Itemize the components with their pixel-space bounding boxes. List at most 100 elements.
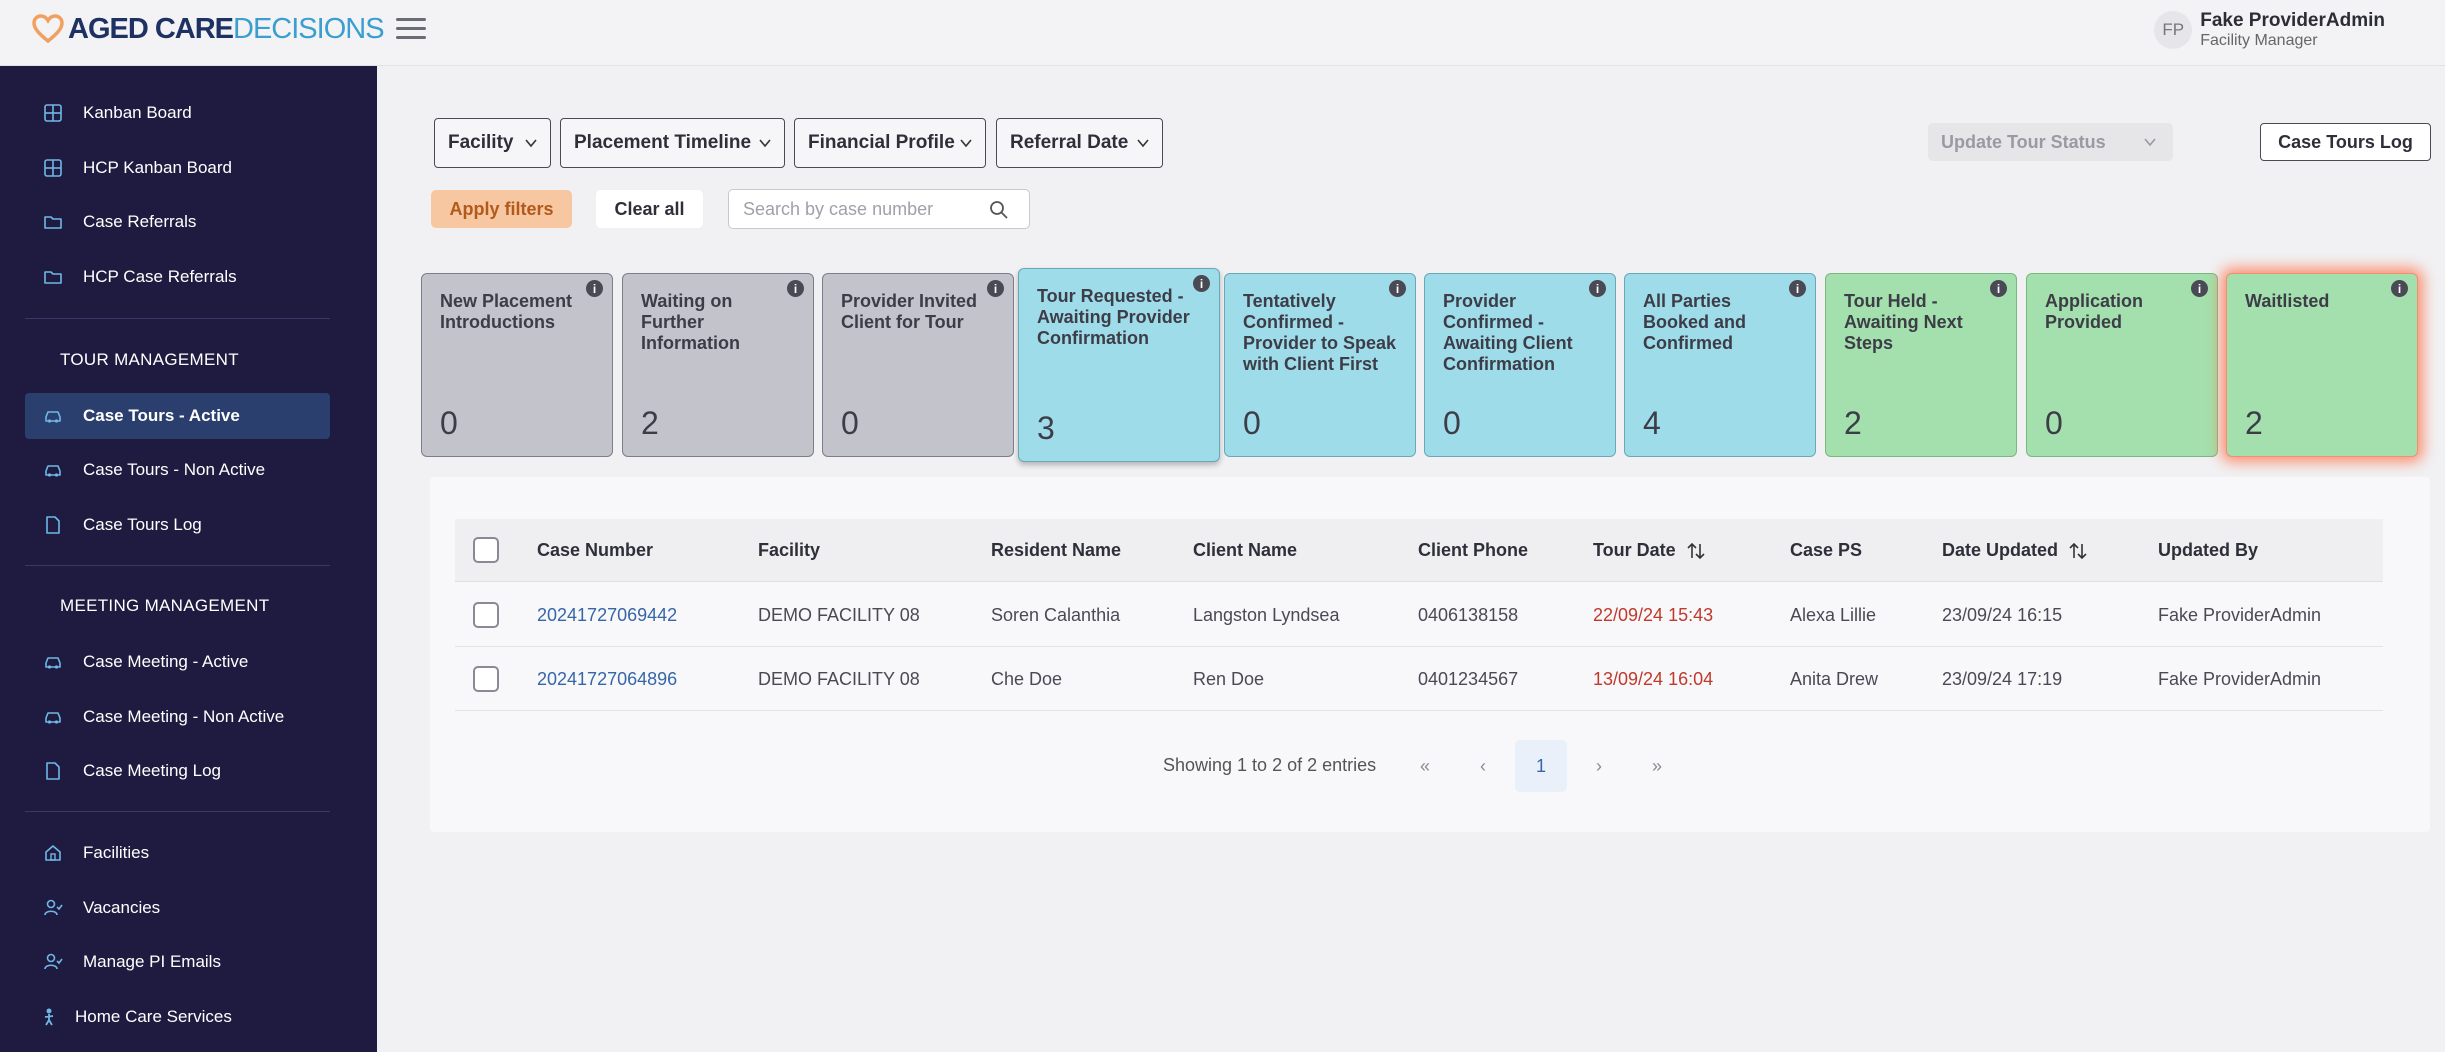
avatar: FP — [2154, 11, 2193, 49]
car-icon — [45, 657, 61, 669]
sort-icon[interactable] — [2068, 541, 2088, 561]
client-phone-cell: 0401234567 — [1418, 668, 1519, 689]
sort-icon[interactable] — [1686, 541, 1706, 561]
user-menu[interactable]: FP Fake ProviderAdmin Facility Manager — [2154, 10, 2385, 50]
status-card-count: 0 — [841, 405, 859, 441]
date-updated-cell: 23/09/24 17:19 — [1942, 668, 2063, 689]
sidebar-item-vacancies[interactable]: Vacancies — [25, 885, 330, 931]
status-card-waiting-on-further-information[interactable]: Waiting on Further Information 2 i — [622, 273, 814, 457]
chevron-down-icon — [759, 139, 771, 148]
user-check-icon — [44, 899, 63, 916]
status-card-tour-requested[interactable]: Tour Requested - Awaiting Provider Confi… — [1018, 268, 1220, 462]
sidebar-item-case-tours-log[interactable]: Case Tours Log — [25, 502, 330, 548]
sidebar-item-case-meeting-log[interactable]: Case Meeting Log — [25, 748, 330, 794]
car-icon — [45, 712, 61, 724]
financial-profile-filter-dropdown[interactable]: Financial Profile — [794, 118, 986, 168]
info-icon[interactable]: i — [2391, 280, 2408, 297]
info-icon[interactable]: i — [1990, 280, 2007, 297]
user-check-icon — [44, 953, 63, 970]
status-card-provider-invited-client-for-tour[interactable]: Provider Invited Client for Tour 0 i — [822, 273, 1014, 457]
status-card-tentatively-confirmed[interactable]: Tentatively Confirmed - Provider to Spea… — [1224, 273, 1416, 457]
status-card-title: Tentatively Confirmed - Provider to Spea… — [1243, 291, 1397, 374]
column-header-tour-date[interactable]: Tour Date — [1593, 519, 1706, 582]
status-card-title: Tour Held - Awaiting Next Steps — [1844, 291, 1963, 353]
sidebar-item-facilities[interactable]: Facilities — [25, 830, 330, 876]
sidebar-item-label: Facilities — [83, 843, 150, 862]
sidebar-item-case-tours-active[interactable]: Case Tours - Active — [25, 393, 330, 439]
hamburger-menu-icon[interactable] — [396, 18, 426, 40]
column-header-facility: Facility — [758, 540, 821, 560]
search-icon[interactable] — [989, 200, 1009, 220]
status-card-count: 4 — [1643, 405, 1661, 441]
column-header-case-number: Case Number — [537, 540, 654, 560]
page-number-current[interactable]: 1 — [1515, 740, 1567, 792]
info-icon[interactable]: i — [1789, 280, 1806, 297]
status-card-count: 2 — [641, 405, 659, 441]
heart-logo-icon — [32, 14, 64, 44]
folder-icon — [44, 271, 62, 284]
info-icon[interactable]: i — [787, 280, 804, 297]
column-header-label: Tour Date — [1593, 540, 1676, 560]
status-card-count: 0 — [1243, 405, 1261, 441]
placement-timeline-filter-dropdown[interactable]: Placement Timeline — [560, 118, 785, 168]
update-tour-status-label: Update Tour Status — [1941, 131, 2106, 152]
updated-by-cell: Fake ProviderAdmin — [2158, 604, 2322, 625]
next-page-icon[interactable]: › — [1596, 755, 1602, 776]
placement-timeline-filter-label: Placement Timeline — [574, 132, 752, 153]
resident-name-cell: Che Doe — [991, 668, 1063, 689]
info-icon[interactable]: i — [987, 280, 1004, 297]
status-card-title: New Placement Introductions — [440, 291, 573, 332]
status-card-count: 0 — [2045, 405, 2063, 441]
facility-cell: DEMO FACILITY 08 — [758, 668, 920, 689]
info-icon[interactable]: i — [1589, 280, 1606, 297]
previous-page-icon[interactable]: ‹ — [1480, 755, 1486, 776]
last-page-icon[interactable]: » — [1651, 755, 1662, 776]
case-tours-log-button[interactable]: Case Tours Log — [2260, 123, 2431, 161]
column-header-label: Date Updated — [1942, 540, 2059, 560]
row-checkbox[interactable] — [473, 602, 499, 628]
referral-date-filter-dropdown[interactable]: Referral Date — [996, 118, 1163, 168]
sidebar-item-case-referrals[interactable]: Case Referrals — [25, 199, 330, 245]
case-number-link[interactable]: 20241727069442 — [537, 604, 678, 625]
updated-by-cell: Fake ProviderAdmin — [2158, 668, 2322, 689]
apply-filters-button[interactable]: Apply filters — [431, 190, 572, 228]
column-header-client-name: Client Name — [1193, 540, 1298, 560]
sidebar-item-hcp-case-referrals[interactable]: HCP Case Referrals — [25, 254, 330, 300]
select-all-checkbox[interactable] — [473, 537, 499, 563]
sidebar-item-hcp-kanban-board[interactable]: HCP Kanban Board — [25, 145, 330, 191]
column-header-date-updated[interactable]: Date Updated — [1942, 519, 2088, 582]
column-header-resident-name: Resident Name — [991, 540, 1122, 560]
first-page-icon[interactable]: « — [1419, 755, 1430, 776]
status-card-provider-confirmed[interactable]: Provider Confirmed - Awaiting Client Con… — [1424, 273, 1616, 457]
status-card-title: Provider Invited Client for Tour — [841, 291, 978, 332]
person-icon — [44, 1008, 54, 1026]
sidebar: Kanban Board HCP Kanban Board Case Refer… — [0, 66, 377, 1052]
case-number-link[interactable]: 20241727064896 — [537, 668, 678, 689]
client-name-cell: Langston Lyndsea — [1193, 604, 1340, 625]
info-icon[interactable]: i — [2191, 280, 2208, 297]
status-card-waitlisted[interactable]: Waitlisted 2 i — [2226, 273, 2418, 457]
sidebar-item-label: HCP Case Referrals — [83, 267, 237, 286]
info-icon[interactable]: i — [1193, 275, 1210, 292]
info-icon[interactable]: i — [1389, 280, 1406, 297]
sidebar-item-case-meeting-active[interactable]: Case Meeting - Active — [25, 639, 330, 685]
update-tour-status-button[interactable]: Update Tour Status — [1928, 123, 2173, 161]
facility-filter-dropdown[interactable]: Facility — [434, 118, 551, 168]
brand-logo[interactable]: AGED CARE DECISIONS — [32, 12, 385, 46]
sidebar-item-case-tours-non-active[interactable]: Case Tours - Non Active — [25, 447, 330, 493]
sidebar-item-kanban-board[interactable]: Kanban Board — [25, 90, 330, 136]
sidebar-item-manage-pi-emails[interactable]: Manage PI Emails — [25, 939, 330, 985]
status-card-application-provided[interactable]: Application Provided 0 i — [2026, 273, 2218, 457]
status-card-tour-held[interactable]: Tour Held - Awaiting Next Steps 2 i — [1825, 273, 2017, 457]
sidebar-item-label: Case Meeting - Active — [83, 652, 249, 671]
status-card-all-parties-booked[interactable]: All Parties Booked and Confirmed 4 i — [1624, 273, 1816, 457]
client-phone-cell: 0406138158 — [1418, 604, 1519, 625]
row-checkbox[interactable] — [473, 666, 499, 692]
status-card-new-placement-introductions[interactable]: New Placement Introductions 0 i — [421, 273, 613, 457]
info-icon[interactable]: i — [586, 280, 603, 297]
clear-all-button[interactable]: Clear all — [596, 190, 703, 228]
case-search-input[interactable] — [743, 198, 983, 220]
sidebar-item-case-meeting-non-active[interactable]: Case Meeting - Non Active — [25, 694, 330, 740]
sidebar-item-home-care-services[interactable]: Home Care Services — [25, 994, 330, 1040]
case-ps-cell: Anita Drew — [1790, 668, 1879, 689]
